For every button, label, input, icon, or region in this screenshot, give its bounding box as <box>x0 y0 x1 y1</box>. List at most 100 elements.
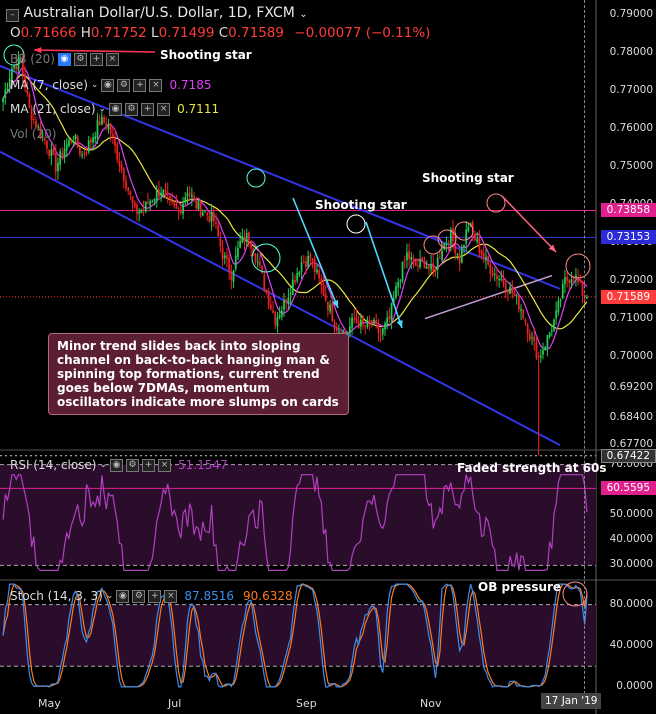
candle-body <box>59 151 62 165</box>
eye-icon[interactable]: ◉ <box>109 102 123 116</box>
annotation-faded-strength[interactable]: Faded strength at 60s <box>457 461 607 475</box>
pattern-highlight-circle <box>486 193 506 213</box>
candle-body <box>307 255 310 268</box>
annotation-shooting-star-3[interactable]: Shooting star <box>422 171 514 185</box>
rsi-legend-label: RSI (14, close) <box>10 458 97 472</box>
candle-body <box>559 299 562 301</box>
candle-body <box>195 198 198 209</box>
gear-icon[interactable]: ⚙ <box>117 78 131 92</box>
candle-body <box>579 281 582 283</box>
vol-legend-label: Vol (20) <box>10 127 57 141</box>
close-icon[interactable]: × <box>164 589 178 603</box>
candle-body <box>291 279 294 295</box>
candle-body <box>333 321 336 328</box>
candle-body <box>267 291 270 306</box>
close-icon[interactable]: × <box>157 102 171 116</box>
candle-body <box>210 211 213 222</box>
candle-body <box>498 278 500 281</box>
chevron-down-icon[interactable]: ⌄ <box>105 591 114 601</box>
change-value: −0.00077 (−0.11%) <box>294 25 431 41</box>
candle-body <box>467 226 470 232</box>
candle-body <box>142 208 145 210</box>
candle-body <box>428 265 430 269</box>
chevron-down-icon[interactable]: ⌄ <box>299 9 308 20</box>
candle-body <box>296 273 299 281</box>
chart-title[interactable]: Australian Dollar/U.S. Dollar, 1D, FXCM <box>23 5 295 21</box>
candle-body <box>434 270 437 272</box>
legend-ma21[interactable]: MA (21, close) ⌄ ◉ ⚙ + × 0.7111 <box>10 102 219 116</box>
plus-icon[interactable]: + <box>89 52 103 66</box>
candle-body <box>63 148 66 158</box>
legend-ma7[interactable]: MA (7, close) ⌄ ◉ ⚙ + × 0.7185 <box>10 78 211 92</box>
plus-icon[interactable]: + <box>141 102 155 116</box>
candle-body <box>531 337 533 339</box>
annotation-shooting-star-2[interactable]: Shooting star <box>315 198 407 212</box>
candle-body <box>52 148 55 155</box>
gear-icon[interactable]: ⚙ <box>132 589 146 603</box>
collapse-icon[interactable]: – <box>6 9 19 22</box>
eye-icon[interactable]: ◉ <box>110 458 124 472</box>
chevron-down-icon[interactable]: ⌄ <box>90 80 99 90</box>
candle-body <box>131 196 134 204</box>
candle-body <box>237 248 239 258</box>
gear-icon[interactable]: ⚙ <box>73 52 87 66</box>
pattern-highlight-circle <box>246 168 266 188</box>
candle-body <box>76 136 79 147</box>
candle-body <box>463 244 465 249</box>
eye-icon[interactable]: ◉ <box>116 589 130 603</box>
candle-body <box>175 203 178 209</box>
rsi-tick-label: 30.0000 <box>609 558 653 571</box>
annotation-shooting-star-1[interactable]: Shooting star <box>160 48 252 62</box>
candle-body <box>528 334 531 340</box>
legend-vol[interactable]: Vol (20) <box>10 127 56 141</box>
price-tick-label: 0.78000 <box>609 45 653 58</box>
candle-body <box>103 117 105 124</box>
price-tick-label: 0.72000 <box>609 274 653 287</box>
candle-body <box>496 275 498 279</box>
gear-icon[interactable]: ⚙ <box>126 458 140 472</box>
plus-icon[interactable]: + <box>148 589 162 603</box>
candle-body <box>436 257 439 270</box>
close-icon[interactable]: × <box>149 78 163 92</box>
close-icon[interactable]: × <box>105 52 119 66</box>
candle-body <box>430 264 432 270</box>
candle-body <box>37 126 40 128</box>
candle-body <box>313 259 316 272</box>
eye-icon[interactable]: ◉ <box>101 78 115 92</box>
ma7-legend-label: MA (7, close) <box>10 78 88 92</box>
candle-body <box>193 196 195 199</box>
annotation-callout-note[interactable]: Minor trend slides back into sloping cha… <box>48 333 349 415</box>
chevron-down-icon[interactable]: ⌄ <box>98 104 107 114</box>
candle-body <box>581 280 584 296</box>
candle-body <box>476 238 479 242</box>
candle-body <box>94 136 97 140</box>
eye-icon[interactable]: ◉ <box>57 52 71 66</box>
candle-body <box>423 261 426 269</box>
annotation-ob-pressure[interactable]: OB pressure <box>478 580 562 594</box>
candle-body <box>533 336 536 342</box>
candle-body <box>572 277 575 279</box>
low-label: L <box>151 25 159 41</box>
legend-bb[interactable]: BB (20) ◉ ⚙ + × <box>10 52 119 66</box>
candle-body <box>445 243 448 245</box>
plus-icon[interactable]: + <box>133 78 147 92</box>
chevron-down-icon[interactable]: ⌄ <box>99 460 108 470</box>
candle-body <box>452 228 454 242</box>
gear-icon[interactable]: ⚙ <box>125 102 139 116</box>
candle-body <box>111 134 114 137</box>
legend-stoch[interactable]: Stoch (14, 3, 3) ⌄ ◉ ⚙ + × 87.8516 90.63… <box>10 589 293 603</box>
candle-body <box>485 256 487 261</box>
candle-body <box>399 280 402 282</box>
plus-icon[interactable]: + <box>142 458 156 472</box>
candle-body <box>502 277 505 284</box>
candle-body <box>204 211 206 213</box>
candle-body <box>471 222 474 233</box>
legend-rsi[interactable]: RSI (14, close) ⌄ ◉ ⚙ + × 51.1547 <box>10 458 228 472</box>
ma21-legend-value: 0.7111 <box>177 102 220 116</box>
candle-body <box>287 297 290 305</box>
candle-body <box>379 334 382 336</box>
close-icon[interactable]: × <box>158 458 172 472</box>
candle-body <box>61 153 64 157</box>
candle-body <box>212 212 215 221</box>
